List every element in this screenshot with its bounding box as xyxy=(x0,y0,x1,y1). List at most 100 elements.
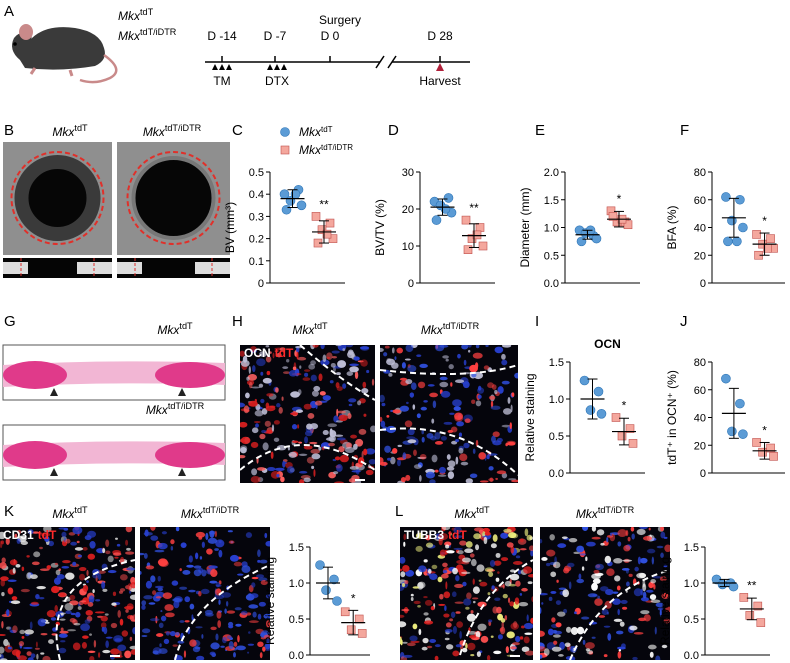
cell xyxy=(454,601,464,604)
cell xyxy=(402,565,410,572)
cell xyxy=(650,599,661,603)
y-tick-label: 0.3 xyxy=(249,211,264,223)
cell xyxy=(361,388,369,394)
cell xyxy=(605,589,614,596)
cell xyxy=(318,373,323,382)
cell xyxy=(434,345,445,352)
bone xyxy=(155,362,225,388)
cell xyxy=(10,600,21,605)
cell xyxy=(110,648,120,655)
cell xyxy=(233,652,236,658)
cell xyxy=(486,654,491,660)
cell xyxy=(226,635,232,640)
cell xyxy=(54,604,58,613)
cell xyxy=(470,653,475,657)
cell xyxy=(555,600,562,605)
cell xyxy=(446,466,455,471)
cell xyxy=(143,595,153,600)
cell xyxy=(548,596,553,602)
cell xyxy=(337,360,347,368)
cell xyxy=(598,615,606,618)
cell xyxy=(479,480,489,483)
cell xyxy=(342,348,346,352)
cell xyxy=(402,452,407,460)
cell xyxy=(312,345,319,348)
cell xyxy=(1,620,4,629)
cell xyxy=(424,599,433,606)
cell xyxy=(58,592,66,597)
cell xyxy=(418,628,422,636)
cell xyxy=(240,445,248,452)
cell xyxy=(475,345,480,349)
cell xyxy=(500,532,509,539)
cell xyxy=(444,637,450,641)
cell xyxy=(252,365,256,373)
cell xyxy=(400,568,403,572)
y-tick-label: 0.0 xyxy=(289,650,304,662)
cell xyxy=(273,437,280,442)
panel-letter: H xyxy=(232,313,243,330)
cell xyxy=(67,629,77,632)
cell xyxy=(403,533,407,541)
cell xyxy=(437,474,447,477)
cell xyxy=(333,471,339,475)
cell xyxy=(82,584,89,592)
cell xyxy=(485,345,489,348)
cell xyxy=(272,352,275,359)
cell xyxy=(642,583,647,592)
cell xyxy=(632,656,638,660)
cell xyxy=(228,641,234,650)
cell xyxy=(308,363,316,370)
cell xyxy=(296,351,299,360)
cell xyxy=(5,537,10,545)
boundary xyxy=(55,559,135,660)
cell xyxy=(322,395,331,401)
genotype-sup: tdT xyxy=(74,123,88,133)
cell xyxy=(523,636,530,644)
genotype-sup: tdT/iDTR xyxy=(598,505,635,515)
cell xyxy=(20,540,28,546)
cell xyxy=(329,428,333,436)
cell xyxy=(183,650,187,658)
cell xyxy=(141,634,148,638)
cell xyxy=(628,573,633,578)
cell xyxy=(434,469,439,473)
cell xyxy=(496,437,503,443)
cell xyxy=(453,406,461,411)
data-point xyxy=(596,408,607,419)
cell xyxy=(649,594,657,600)
cell xyxy=(540,630,545,637)
cell xyxy=(434,644,441,648)
cell xyxy=(97,652,101,658)
cell xyxy=(441,527,451,531)
cell xyxy=(386,415,390,418)
cell xyxy=(157,587,163,592)
cell xyxy=(15,650,20,658)
cell xyxy=(545,562,551,567)
cell xyxy=(250,441,259,448)
cell xyxy=(407,365,417,373)
cell xyxy=(265,355,272,363)
y-tick-label: 40 xyxy=(694,223,706,235)
cell xyxy=(613,618,623,622)
cell xyxy=(195,626,203,629)
cell xyxy=(509,601,515,607)
cell xyxy=(452,650,460,657)
cell xyxy=(319,391,326,396)
cell xyxy=(656,545,664,549)
cell xyxy=(388,373,393,377)
cell xyxy=(438,466,446,474)
cell xyxy=(7,587,14,595)
cell xyxy=(26,651,32,656)
cell xyxy=(260,398,265,404)
cell xyxy=(141,600,147,606)
cell xyxy=(306,423,313,430)
cell xyxy=(245,392,250,399)
cell xyxy=(311,453,321,460)
cell xyxy=(35,594,40,600)
cell xyxy=(266,620,270,628)
cell xyxy=(40,532,51,537)
cell xyxy=(150,535,159,541)
cell xyxy=(558,587,567,590)
cell xyxy=(251,427,259,434)
